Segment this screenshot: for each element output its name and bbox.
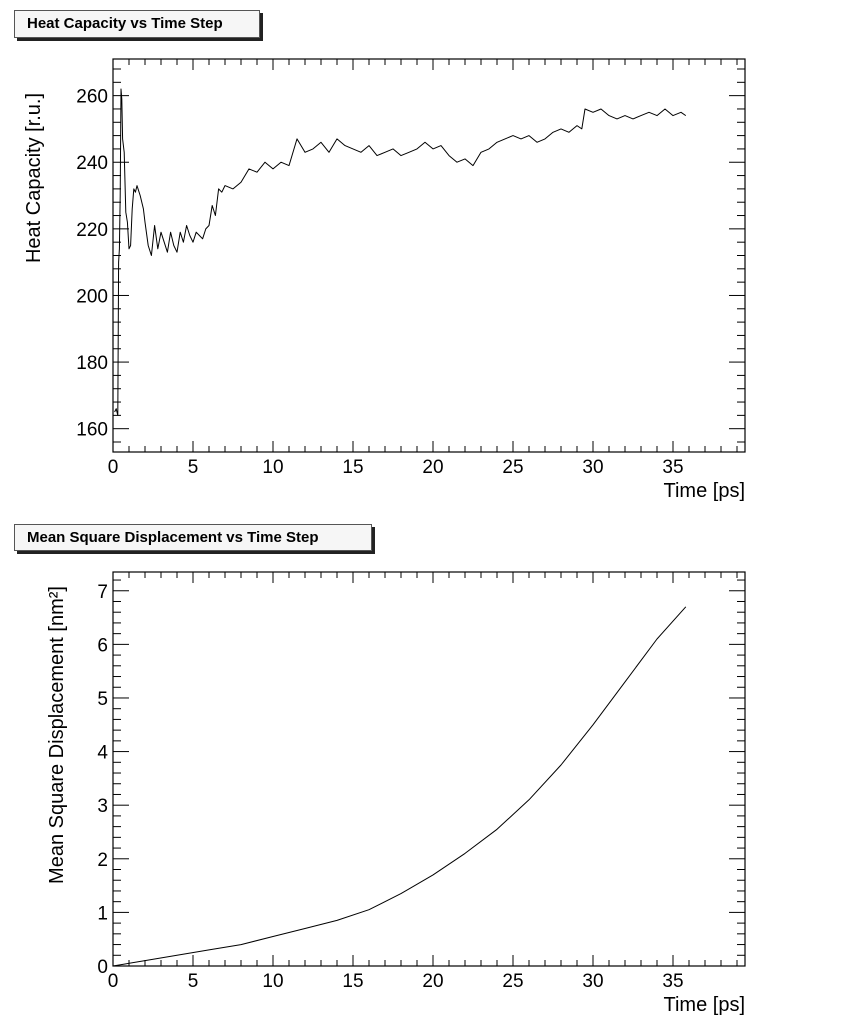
x-tick-label: 25 [502,971,523,992]
y-tick-label: 3 [97,796,108,817]
x-tick-label: 35 [662,457,683,478]
x-tick-label: 10 [262,971,283,992]
y-axis-title: Mean Square Displacement [nm²] [46,586,68,884]
plot-frame [112,58,746,453]
msd-chart: 0 5 10 15 20 25 30 35 0 1 2 3 4 5 6 7 Time [ps] Mean Squa… [46,571,746,1016]
y-tick-label: 7 [97,582,108,603]
y-tick-label: 200 [76,286,108,307]
y-tick-label: 1 [97,903,108,924]
y-tick-label: 180 [76,353,108,374]
x-tick-label: 25 [502,457,523,478]
msd-panel-title: Mean Square Displacement vs Time Step [14,524,372,551]
x-tick-label: 20 [422,971,443,992]
series-line [112,606,687,967]
y-tick-label: 0 [97,957,108,978]
x-tick-label: 0 [108,457,119,478]
y-tick-label: 4 [97,743,108,764]
y-tick-label: 220 [76,220,108,241]
x-tick-label: 10 [262,457,283,478]
y-tick-label: 5 [97,689,108,710]
x-axis-title: Time [ps] [664,480,746,502]
x-tick-label: 30 [582,457,603,478]
series-line [114,88,687,416]
plot-frame [112,571,746,967]
x-axis-title: Time [ps] [664,994,746,1016]
y-tick-label: 2 [97,850,108,871]
x-tick-label: 0 [108,971,119,992]
x-tick-label: 20 [422,457,443,478]
y-tick-label: 160 [76,420,108,441]
y-axis-title: Heat Capacity [r.u.] [23,93,45,263]
y-tick-label: 260 [76,87,108,108]
y-tick-label: 240 [76,153,108,174]
x-tick-label: 5 [188,457,199,478]
x-tick-label: 30 [582,971,603,992]
x-tick-label: 15 [342,457,363,478]
y-tick-label: 6 [97,635,108,656]
x-tick-label: 15 [342,971,363,992]
x-tick-label: 35 [662,971,683,992]
x-tick-label: 5 [188,971,199,992]
heat-capacity-chart: 0 5 10 15 20 25 30 35 160 180 200 220 240 260 Time [ps… [23,58,746,502]
heat-capacity-panel-title: Heat Capacity vs Time Step [14,10,260,38]
